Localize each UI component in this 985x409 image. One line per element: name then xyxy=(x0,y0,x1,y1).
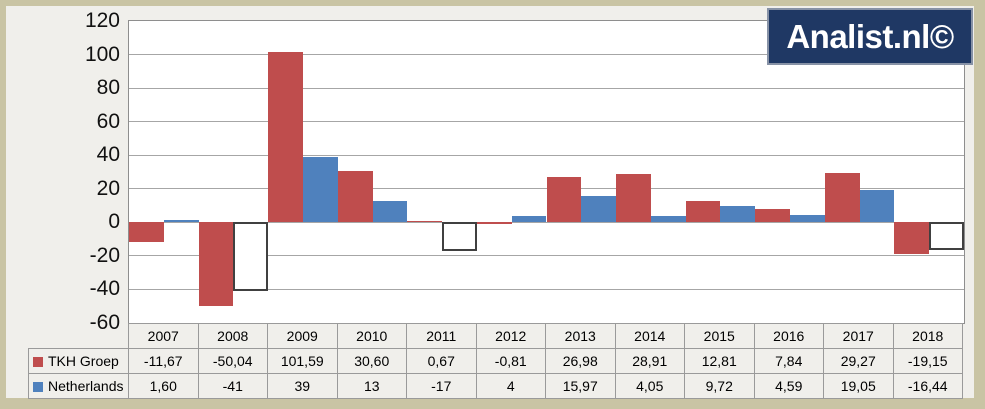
y-tick-label-0: 0 xyxy=(108,210,120,234)
y-tick-label--40: -40 xyxy=(89,277,120,301)
value-nl-2009: 39 xyxy=(267,373,338,399)
bar-tkh-2013 xyxy=(546,177,582,223)
legend-tkh-groep: TKH Groep xyxy=(28,348,129,374)
bar-nl-2011 xyxy=(442,222,477,251)
value-tkh-2018: -19,15 xyxy=(892,348,963,374)
value-tkh-2010: 30,60 xyxy=(336,348,407,374)
value-nl-2013: 15,97 xyxy=(545,373,616,399)
y-tick-label-100: 100 xyxy=(84,42,120,66)
table-row-years: 2007 2008 2009 2010 2011 2012 2013 2014 2015 2016… xyxy=(29,323,963,349)
gridline-100 xyxy=(129,54,964,56)
bar-nl-2009 xyxy=(302,156,338,223)
year-header-2017: 2017 xyxy=(823,323,894,349)
year-header-2018: 2018 xyxy=(892,323,963,349)
value-tkh-2015: 12,81 xyxy=(684,348,755,374)
bar-tkh-2015 xyxy=(685,200,721,223)
y-tick-label--60: -60 xyxy=(89,311,120,334)
gridline--40 xyxy=(129,288,964,290)
value-tkh-2007: -11,67 xyxy=(128,348,199,374)
table-row-tkh: TKH Groep -11,67 -50,04 101,59 30,60 0,67 -0,8… xyxy=(28,348,963,374)
value-nl-2018: -16,44 xyxy=(892,373,963,399)
bar-nl-2017 xyxy=(859,190,895,223)
value-tkh-2008: -50,04 xyxy=(197,348,268,374)
legend-marker-tkh xyxy=(33,357,43,368)
bar-nl-2008 xyxy=(233,222,269,292)
gridline-60 xyxy=(129,121,964,123)
value-tkh-2017: 29,27 xyxy=(823,348,894,374)
bar-nl-2010 xyxy=(372,200,408,223)
value-tkh-2009: 101,59 xyxy=(267,348,338,374)
bar-tkh-2008 xyxy=(198,222,234,307)
bar-tkh-2011 xyxy=(407,221,443,223)
value-nl-2008: -41 xyxy=(197,373,268,399)
analist-logo[interactable]: Analist.nl© xyxy=(767,8,973,65)
bar-nl-2015 xyxy=(720,206,756,223)
gridline--20 xyxy=(129,255,964,257)
value-tkh-2014: 28,91 xyxy=(614,348,685,374)
y-tick-label--20: -20 xyxy=(89,243,120,267)
bar-nl-2014 xyxy=(650,215,686,223)
bar-tkh-2007 xyxy=(129,222,164,242)
bar-tkh-2017 xyxy=(824,173,860,223)
value-tkh-2012: -0,81 xyxy=(475,348,546,374)
year-header-2011: 2011 xyxy=(406,323,477,349)
y-tick-label-20: 20 xyxy=(96,176,120,200)
year-header-2010: 2010 xyxy=(336,323,407,349)
data-table: 2007 2008 2009 2010 2011 2012 2013 2014 2015 2016… xyxy=(28,323,963,399)
analist-logo-text: Analist.nl© xyxy=(786,17,954,55)
year-header-2009: 2009 xyxy=(267,323,338,349)
gridline-80 xyxy=(129,87,964,89)
bar-tkh-2014 xyxy=(616,173,651,223)
year-header-2013: 2013 xyxy=(545,323,616,349)
bar-tkh-2016 xyxy=(755,209,791,223)
bar-nl-2007 xyxy=(163,219,199,223)
value-nl-2017: 19,05 xyxy=(823,373,894,399)
value-tkh-2011: 0,67 xyxy=(406,348,477,374)
gridline-0 xyxy=(129,221,964,223)
bar-tkh-2010 xyxy=(337,170,373,223)
legend-netherlands: Netherlands xyxy=(28,373,129,399)
year-header-2014: 2014 xyxy=(614,323,685,349)
value-nl-2007: 1,60 xyxy=(128,373,199,399)
value-nl-2012: 4 xyxy=(475,373,546,399)
value-tkh-2013: 26,98 xyxy=(545,348,616,374)
y-tick-label-80: 80 xyxy=(96,76,120,100)
year-header-2016: 2016 xyxy=(753,323,824,349)
year-header-2012: 2012 xyxy=(475,323,546,349)
value-nl-2014: 4,05 xyxy=(614,373,685,399)
bar-nl-2012 xyxy=(511,215,547,223)
value-tkh-2016: 7,84 xyxy=(753,348,824,374)
legend-marker-nl xyxy=(33,382,43,393)
bar-nl-2016 xyxy=(790,214,825,223)
y-tick-label-40: 40 xyxy=(96,143,120,167)
bar-tkh-2012 xyxy=(476,222,512,224)
value-nl-2015: 9,72 xyxy=(684,373,755,399)
bar-nl-2013 xyxy=(581,195,617,223)
bar-nl-2018 xyxy=(929,222,964,250)
bar-tkh-2009 xyxy=(268,51,303,223)
year-header-2007: 2007 xyxy=(128,323,199,349)
bar-tkh-2018 xyxy=(894,222,930,255)
value-nl-2016: 4,59 xyxy=(753,373,824,399)
plot-area xyxy=(128,20,965,324)
y-tick-label-60: 60 xyxy=(96,109,120,133)
value-nl-2010: 13 xyxy=(336,373,407,399)
gridline-40 xyxy=(129,154,964,156)
year-header-2008: 2008 xyxy=(197,323,268,349)
year-header-2015: 2015 xyxy=(684,323,755,349)
value-nl-2011: -17 xyxy=(406,373,477,399)
table-row-netherlands: Netherlands 1,60 -41 39 13 -17 4 15,97 4,05 9,72 4… xyxy=(28,373,963,399)
y-tick-label-120: 120 xyxy=(84,9,120,32)
